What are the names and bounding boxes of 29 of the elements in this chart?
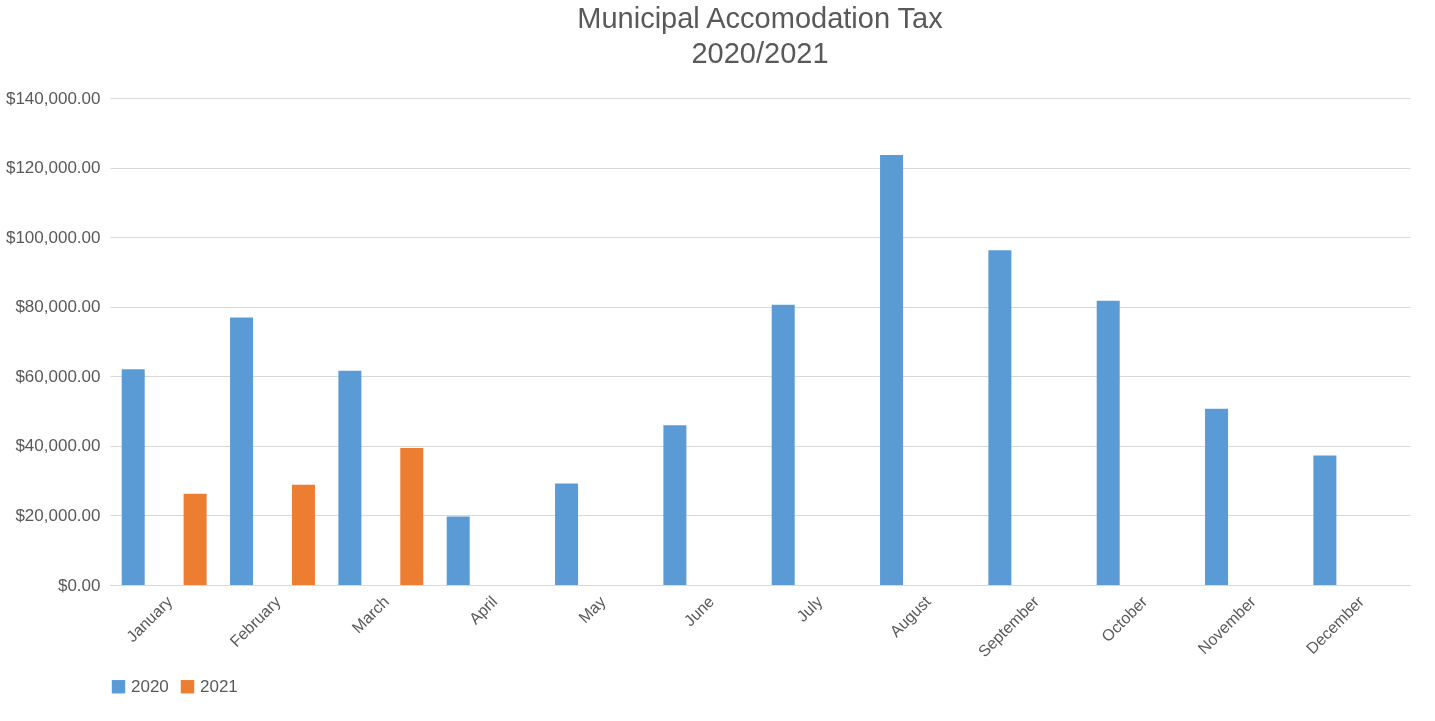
- y-tick-label: $60,000.00: [15, 366, 101, 386]
- y-tick-label: $80,000.00: [15, 297, 101, 317]
- bar: [291, 484, 315, 585]
- bar: [663, 425, 687, 585]
- y-tick-label: $40,000.00: [15, 436, 101, 456]
- y-tick-label: $20,000.00: [15, 505, 101, 525]
- bar: [338, 370, 362, 585]
- x-tick-label: May: [575, 592, 609, 627]
- legend-label: 2021: [200, 676, 238, 696]
- y-tick-label: $100,000.00: [5, 227, 101, 247]
- y-tick-label: $140,000.00: [5, 88, 101, 108]
- chart-title: Municipal Accomodation Tax: [577, 2, 944, 34]
- bar: [230, 317, 254, 585]
- bar: [183, 493, 207, 585]
- bar: [446, 516, 470, 585]
- bar: [1096, 300, 1120, 585]
- bar: [771, 304, 795, 585]
- bar: [555, 483, 579, 585]
- x-tick-label: July: [793, 592, 826, 625]
- bar: [121, 369, 145, 585]
- bar: [1313, 455, 1337, 585]
- chart-subtitle: 2020/2021: [691, 37, 829, 69]
- bar: [400, 447, 424, 585]
- legend-label: 2020: [131, 676, 169, 696]
- y-tick-label: $120,000.00: [5, 158, 101, 178]
- y-tick-label: $0.00: [57, 575, 101, 595]
- bar: [880, 155, 904, 585]
- bar: [1205, 408, 1229, 585]
- bar: [988, 250, 1012, 585]
